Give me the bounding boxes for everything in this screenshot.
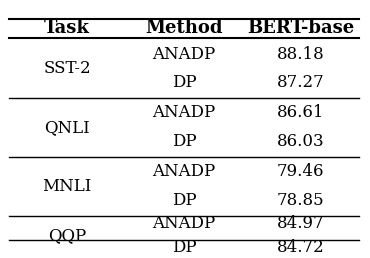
Text: QQP: QQP (48, 227, 86, 244)
Text: DP: DP (172, 192, 196, 209)
Text: ANADP: ANADP (152, 45, 216, 62)
Text: BERT-base: BERT-base (247, 19, 354, 37)
Text: 86.03: 86.03 (277, 133, 325, 150)
Text: DP: DP (172, 74, 196, 91)
Text: DP: DP (172, 133, 196, 150)
Text: SST-2: SST-2 (43, 60, 91, 77)
Text: MNLI: MNLI (43, 178, 92, 195)
Text: DP: DP (172, 239, 196, 256)
Text: 84.72: 84.72 (277, 239, 325, 256)
Text: 88.18: 88.18 (277, 45, 325, 62)
Text: 79.46: 79.46 (277, 163, 324, 180)
Text: 78.85: 78.85 (277, 192, 325, 209)
Text: QNLI: QNLI (44, 119, 90, 136)
Text: ANADP: ANADP (152, 163, 216, 180)
Text: 84.97: 84.97 (277, 215, 325, 232)
Text: 87.27: 87.27 (277, 74, 325, 91)
Text: Method: Method (145, 19, 223, 37)
Text: ANADP: ANADP (152, 104, 216, 122)
Text: 86.61: 86.61 (277, 104, 324, 122)
Text: Task: Task (44, 19, 90, 37)
Text: ANADP: ANADP (152, 215, 216, 232)
